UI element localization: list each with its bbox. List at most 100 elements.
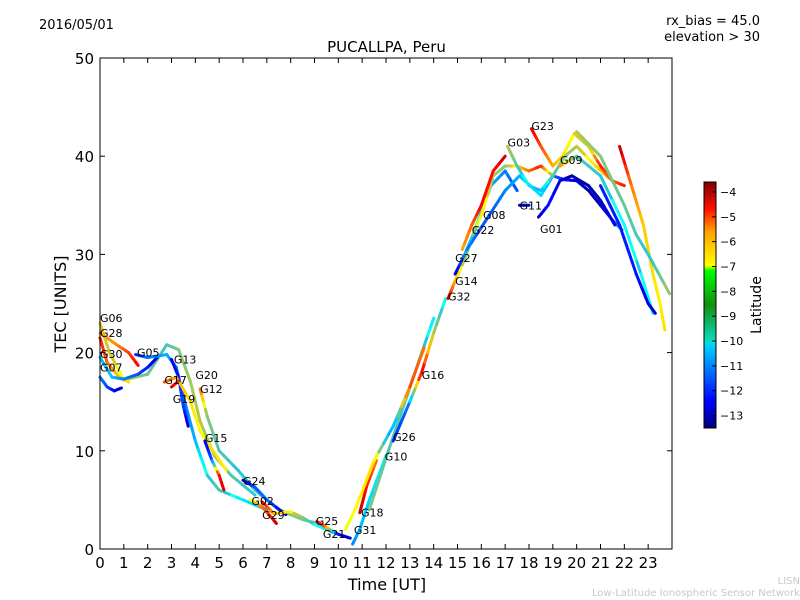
track-segment — [604, 186, 614, 202]
axes: 0 1 2 3 4 5 6 7 8 9 10 11 12 13 14 15 16 17 18 19 20 21 22 2301… — [75, 50, 672, 572]
track-segment — [488, 174, 495, 188]
track — [170, 379, 181, 389]
colorbar-label: Latitude — [749, 276, 765, 334]
track-segment — [471, 223, 479, 237]
colorbar-tick-label: −13 — [720, 410, 743, 423]
track-segment — [353, 495, 362, 512]
track-segment — [610, 198, 620, 215]
prn-label: G30 — [100, 348, 123, 361]
prn-label: G31 — [354, 524, 377, 537]
track-segment — [657, 272, 666, 286]
colorbar-tick-label: −4 — [720, 186, 736, 199]
track-segment — [208, 423, 215, 436]
colorbar-tick-label: −8 — [720, 285, 736, 298]
prn-label: G22 — [472, 224, 495, 237]
track-segment — [214, 440, 221, 453]
track-segment — [196, 448, 203, 460]
colorbar-ticks: −4 −5 −6 −7 −8 −9 −10 −11 −12 −13 — [712, 186, 743, 423]
track — [98, 356, 159, 381]
prn-label: G13 — [174, 353, 197, 366]
colorbar-tick-label: −7 — [720, 260, 736, 273]
prn-label: G19 — [173, 393, 196, 406]
track-segment — [599, 174, 608, 190]
track-segment — [399, 410, 408, 423]
x-tick-label: 4 — [191, 554, 201, 572]
prn-label: G06 — [100, 312, 123, 325]
track-segment — [372, 450, 381, 463]
track-segment — [616, 191, 626, 207]
track-segment — [644, 235, 650, 251]
track-segment — [404, 385, 412, 399]
x-tick-label: 3 — [167, 554, 177, 572]
x-tick-label: 17 — [496, 554, 515, 572]
colorbar-tick-label: −5 — [720, 211, 736, 224]
y-tick-label: 30 — [75, 246, 94, 264]
rx-bias-label: rx_bias = 45.0 — [666, 14, 760, 29]
x-tick-label: 0 — [95, 554, 105, 572]
track — [558, 154, 655, 315]
prn-label: G17 — [164, 374, 187, 387]
x-tick-label: 20 — [567, 554, 586, 572]
track-segment — [191, 390, 197, 404]
track-segment — [247, 488, 257, 497]
track-segment — [391, 424, 399, 441]
track-segment — [367, 487, 375, 502]
track — [460, 154, 507, 251]
track-segment — [626, 247, 634, 264]
track-segment — [153, 356, 159, 362]
track-segment — [181, 395, 188, 410]
track — [98, 331, 140, 367]
track-segment — [382, 433, 390, 445]
prn-label: G29 — [262, 509, 285, 522]
track-segment — [629, 184, 636, 197]
track-segment — [184, 406, 191, 421]
track-segment — [395, 412, 403, 428]
prn-label: G02 — [251, 495, 274, 508]
track-segment — [185, 419, 190, 428]
track — [391, 297, 448, 443]
prn-label: G05 — [137, 347, 160, 360]
track-segment — [386, 424, 395, 437]
track-segment — [199, 456, 206, 469]
track — [358, 459, 378, 515]
colorbar — [703, 181, 717, 429]
footer-org-long: Low-Latitude Ionospheric Sensor Network — [592, 588, 800, 599]
track-segment — [404, 400, 412, 414]
track-segment — [627, 235, 635, 251]
track-segment — [624, 164, 631, 178]
x-tick-label: 22 — [615, 554, 634, 572]
x-tick-label: 5 — [214, 554, 224, 572]
prn-label: G07 — [100, 361, 123, 374]
track-segment — [616, 211, 626, 227]
track — [98, 321, 257, 497]
footer-org-short: LISN — [777, 576, 800, 587]
track — [575, 130, 672, 296]
x-tick-label: 14 — [424, 554, 443, 572]
track — [599, 184, 657, 315]
track-segment — [124, 379, 131, 384]
track-segment — [608, 203, 617, 217]
track — [506, 144, 626, 193]
prn-label: G08 — [483, 209, 506, 222]
track-segment — [363, 471, 371, 487]
y-tick-label: 0 — [84, 541, 94, 559]
track-segment — [599, 184, 607, 197]
prn-label: G03 — [508, 136, 531, 149]
track-segment — [438, 305, 445, 318]
track-segment — [395, 419, 403, 433]
prn-label: G12 — [200, 383, 223, 396]
track-segment — [415, 356, 423, 369]
track-segment — [482, 193, 489, 207]
prn-label: G18 — [361, 507, 384, 520]
track-segment — [345, 535, 352, 540]
track-segment — [358, 483, 367, 499]
track-segment — [485, 184, 492, 197]
prn-label: G10 — [385, 451, 408, 464]
track-segment — [193, 400, 200, 414]
prn-label: G11 — [519, 199, 542, 212]
track-segment — [221, 484, 226, 492]
track-segment — [273, 520, 278, 525]
elevation-label: elevation > 30 — [664, 30, 760, 45]
x-tick-label: 18 — [519, 554, 538, 572]
